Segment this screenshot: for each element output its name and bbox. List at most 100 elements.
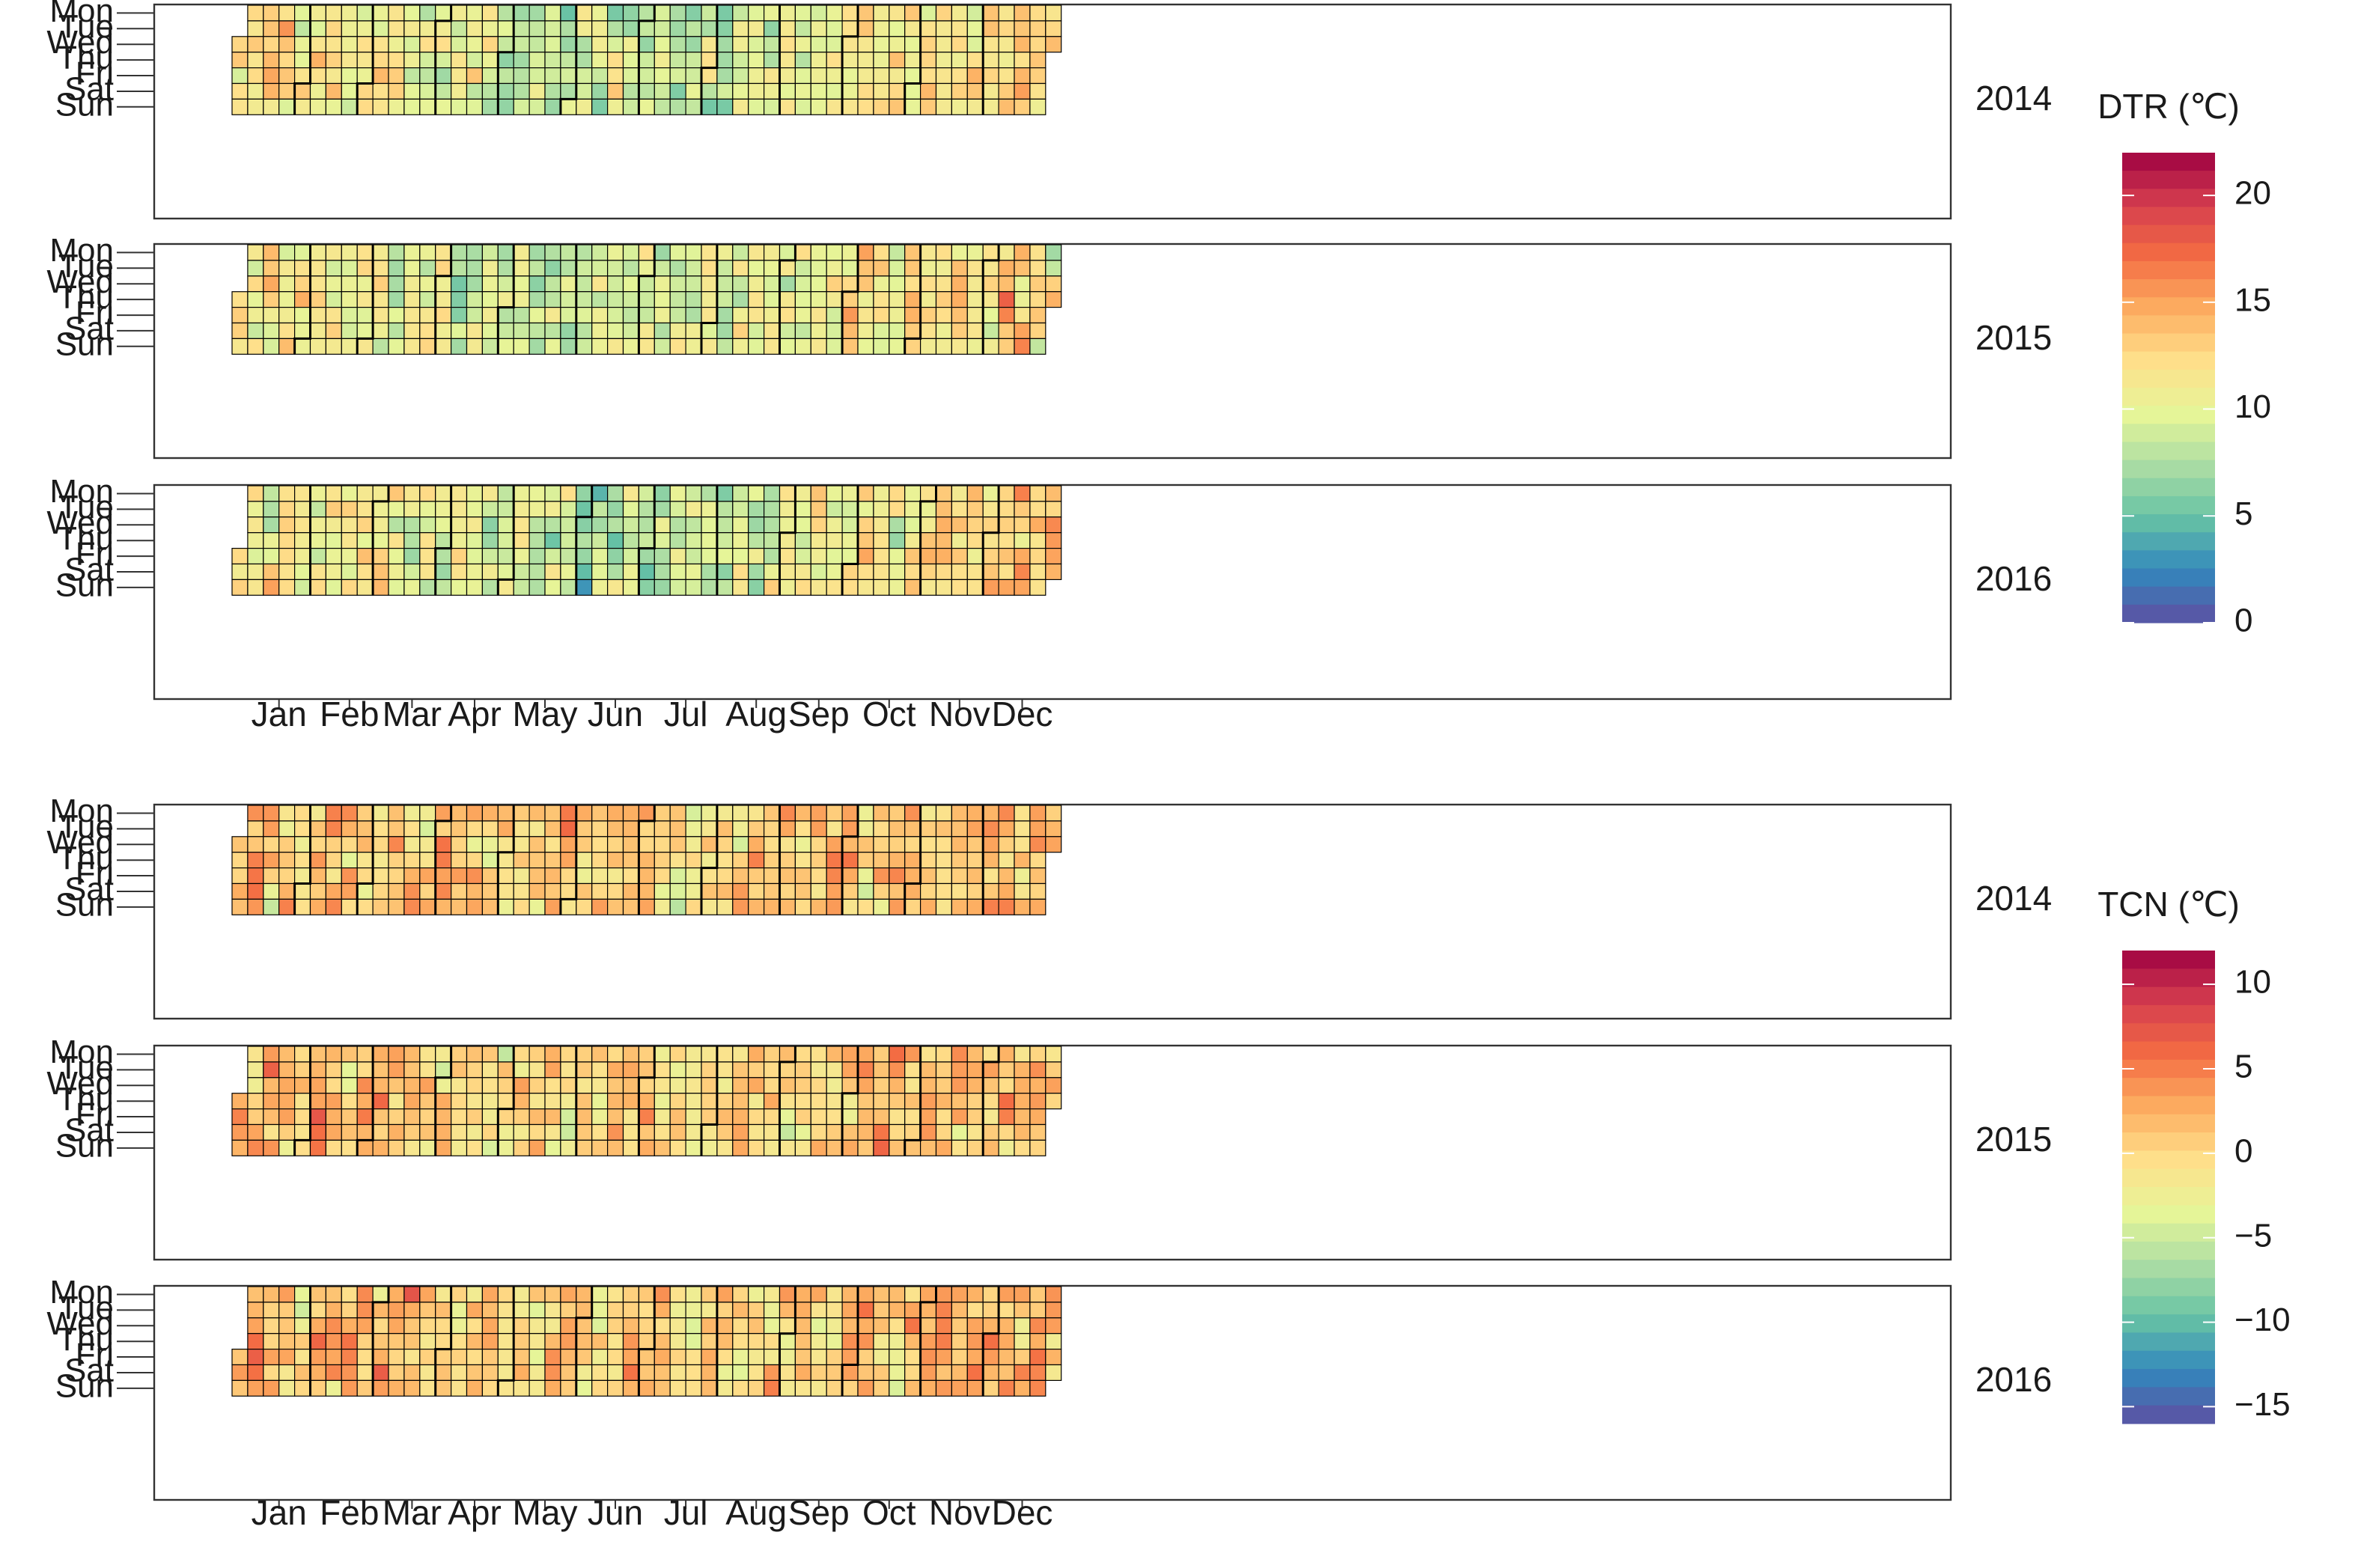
day-cell xyxy=(779,1093,796,1110)
day-cell xyxy=(388,1093,405,1110)
day-cell xyxy=(1029,1077,1047,1094)
day-cell xyxy=(1045,820,1062,838)
day-cell xyxy=(904,1108,921,1126)
day-cell xyxy=(513,1348,530,1366)
day-cell xyxy=(560,532,577,549)
day-cell xyxy=(372,260,389,277)
day-cell xyxy=(481,67,499,85)
day-cell xyxy=(841,852,859,869)
day-cell xyxy=(544,547,561,565)
day-cell xyxy=(1014,1123,1031,1141)
day-cell xyxy=(919,307,937,324)
day-cell xyxy=(497,1333,514,1350)
day-cell xyxy=(294,1108,311,1126)
day-cell xyxy=(841,52,859,69)
day-cell xyxy=(403,882,421,900)
day-cell xyxy=(732,82,749,100)
day-cell xyxy=(528,579,546,596)
day-cell xyxy=(544,501,561,518)
day-cell xyxy=(466,501,483,518)
day-cell xyxy=(763,1093,781,1110)
day-cell xyxy=(810,275,827,293)
day-cell xyxy=(794,1108,811,1126)
day-cell xyxy=(278,1046,296,1063)
month-label: Mar xyxy=(383,695,442,733)
month-separator xyxy=(779,1046,796,1156)
day-cell xyxy=(904,805,921,822)
day-cell xyxy=(466,1123,483,1141)
day-cell xyxy=(481,1317,499,1334)
day-cell xyxy=(810,1093,827,1110)
day-cell xyxy=(732,307,749,324)
day-cell xyxy=(748,1046,765,1063)
day-cell xyxy=(622,1077,639,1094)
day-cell xyxy=(638,82,655,100)
day-cell xyxy=(841,322,859,339)
day-cell xyxy=(810,1286,827,1303)
day-cell xyxy=(841,516,859,534)
day-cell xyxy=(247,516,264,534)
day-cell xyxy=(356,67,374,85)
day-cell xyxy=(325,1302,342,1319)
day-cell xyxy=(826,485,843,502)
day-cell xyxy=(278,1286,296,1303)
day-cell xyxy=(904,898,921,915)
day-cell xyxy=(951,98,968,115)
day-cell xyxy=(513,4,530,22)
day-cell xyxy=(419,82,436,100)
day-cell xyxy=(341,563,358,580)
day-cell xyxy=(654,291,671,308)
day-cell xyxy=(309,1077,326,1094)
day-cell xyxy=(951,820,968,838)
day-cell xyxy=(560,1379,577,1397)
day-cell xyxy=(560,805,577,822)
day-cell xyxy=(889,1061,906,1079)
day-cell xyxy=(779,1302,796,1319)
day-cell xyxy=(247,338,264,355)
day-cell xyxy=(247,1317,264,1334)
day-cell xyxy=(935,898,952,915)
day-cell xyxy=(748,322,765,339)
day-cell xyxy=(622,1317,639,1334)
day-cell xyxy=(889,291,906,308)
day-cell xyxy=(356,836,374,853)
day-cell xyxy=(341,1139,358,1156)
day-cell xyxy=(1045,805,1062,822)
day-cell xyxy=(435,1333,452,1350)
day-cell xyxy=(513,36,530,53)
day-cell xyxy=(732,1123,749,1141)
month-separator xyxy=(496,245,515,355)
day-cell xyxy=(419,852,436,869)
day-cell xyxy=(919,485,937,502)
day-cell xyxy=(309,1379,326,1397)
day-cell xyxy=(904,1077,921,1094)
day-cell xyxy=(732,805,749,822)
day-cell xyxy=(732,563,749,580)
day-cell xyxy=(231,882,249,900)
day-cell xyxy=(591,898,609,915)
day-cell xyxy=(748,4,765,22)
day-cell xyxy=(826,260,843,277)
day-cell xyxy=(481,1093,499,1110)
day-cell xyxy=(544,322,561,339)
day-cell xyxy=(841,532,859,549)
day-cell xyxy=(1029,307,1047,324)
day-cell xyxy=(513,579,530,596)
colorbar-step xyxy=(2122,388,2215,406)
day-cell xyxy=(497,532,514,549)
weekday-label: Fri xyxy=(76,1096,114,1133)
day-cell xyxy=(716,36,734,53)
colorbar-tick-label: −15 xyxy=(2234,1386,2291,1423)
day-cell xyxy=(1029,579,1047,596)
day-cell xyxy=(716,485,734,502)
day-cell xyxy=(1045,547,1062,565)
day-cell xyxy=(654,338,671,355)
day-cell xyxy=(1029,867,1047,885)
day-cell xyxy=(231,36,249,53)
day-cell xyxy=(591,1379,609,1397)
month-separator xyxy=(981,1046,1000,1156)
day-cell xyxy=(435,1123,452,1141)
day-cell xyxy=(841,867,859,885)
day-cell xyxy=(763,852,781,869)
day-cell xyxy=(388,852,405,869)
